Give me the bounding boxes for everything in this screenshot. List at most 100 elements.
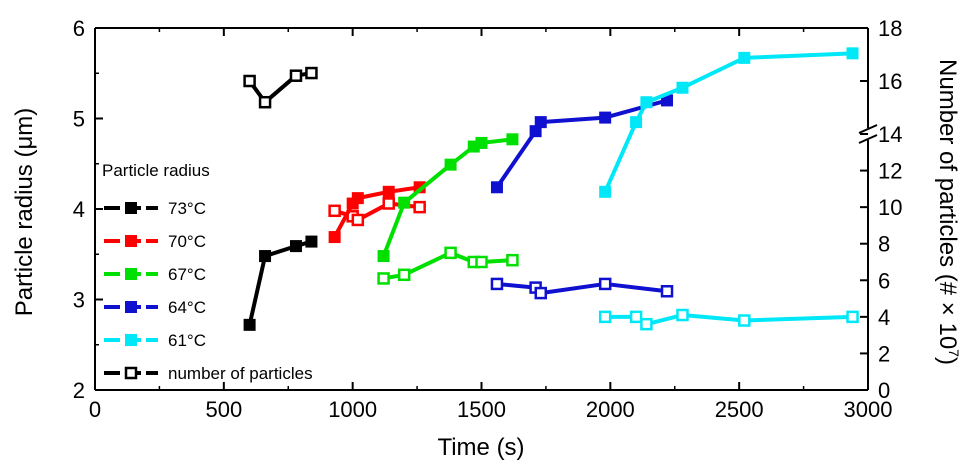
- legend-label: 64°C: [168, 298, 206, 317]
- series-layer: [243, 47, 859, 331]
- radius-data-point: [738, 51, 751, 64]
- particle-count-series-0: [243, 66, 318, 109]
- particle-count-data-point: [598, 277, 612, 291]
- y-tick-label: 4: [73, 197, 85, 222]
- radius-data-point: [529, 125, 542, 138]
- legend-label: 73°C: [168, 199, 206, 218]
- particle-count-data-point: [289, 69, 303, 82]
- y2-tick-label: 16: [878, 69, 902, 94]
- legend-swatch-marker: [125, 301, 137, 313]
- radius-data-point: [630, 116, 643, 129]
- radius-series-line: [247, 239, 313, 326]
- legend: Particle radius 73°C 70°C 67°C 64°C 61°C numbe…: [102, 161, 313, 383]
- particle-count-data-point: [444, 246, 457, 260]
- radius-data-point: [676, 81, 689, 94]
- particle-count-data-point: [534, 286, 548, 300]
- radius-data-point: [328, 231, 341, 244]
- radius-data-point: [599, 185, 612, 198]
- y2-tick-label: 6: [878, 268, 890, 293]
- particle-count-data-point: [475, 255, 488, 269]
- radius-series-2: [377, 133, 519, 263]
- y2-tick-label: 8: [878, 232, 890, 257]
- radius-series-line: [332, 185, 420, 239]
- particle-count-data-point: [846, 310, 859, 324]
- radius-data-point: [640, 96, 653, 109]
- y2-axis-break-mark: [858, 124, 878, 134]
- x-tick-label: 1000: [328, 397, 377, 422]
- radius-data-point: [351, 192, 364, 205]
- legend-swatch-marker: [125, 334, 137, 346]
- radius-data-point: [444, 158, 457, 171]
- particle-count-data-point: [640, 317, 653, 331]
- legend-label: 70°C: [168, 232, 206, 251]
- radius-data-point: [382, 185, 395, 198]
- particle-count-data-point: [397, 268, 411, 282]
- radius-series-3: [490, 94, 674, 194]
- radius-data-point: [534, 116, 547, 129]
- particle-count-series-2: [377, 246, 519, 285]
- x-tick-label: 2000: [586, 397, 635, 422]
- y-tick-label: 6: [73, 16, 85, 41]
- legend-item: 73°C: [104, 199, 206, 218]
- y2-tick-label: 10: [878, 195, 902, 220]
- legend-label: number of particles: [168, 364, 313, 383]
- y-axis-title: Particle radius (μm): [11, 108, 38, 317]
- y2-tick-label: 18: [878, 16, 902, 41]
- particle-count-data-point: [676, 308, 689, 322]
- legend-item: number of particles: [104, 364, 313, 383]
- x-axis-title: Time (s): [437, 434, 524, 461]
- radius-series-4: [599, 47, 859, 198]
- tick-labels: 0 500 1000 1500 2000 2500 30002345602468101214…: [73, 16, 903, 422]
- legend-label: 61°C: [168, 331, 206, 350]
- particle-count-data-point: [598, 310, 612, 324]
- legend-title: Particle radius: [102, 161, 210, 180]
- radius-data-point: [661, 94, 674, 107]
- particle-count-data-point: [258, 95, 272, 109]
- particle-count-data-point: [382, 197, 395, 210]
- particle-count-series-line: [496, 281, 668, 296]
- particle-count-series-line: [247, 71, 312, 105]
- radius-series-line: [603, 51, 853, 193]
- y-tick-label: 2: [73, 378, 85, 403]
- particle-count-series-4: [598, 308, 859, 331]
- radius-data-point: [506, 133, 519, 146]
- radius-data-point: [377, 250, 390, 263]
- x-tick-label: 500: [205, 397, 242, 422]
- legend-swatch-marker: [125, 202, 137, 214]
- particle-count-data-point: [328, 204, 341, 218]
- y2-tick-label: 2: [878, 341, 890, 366]
- radius-data-point: [289, 240, 302, 253]
- y2-axis-title-main: Number of particles (# × 10: [934, 59, 961, 349]
- x-tick-label: 3000: [844, 397, 893, 422]
- x-tick-label: 1500: [457, 397, 506, 422]
- radius-data-point: [398, 196, 411, 209]
- radius-data-point: [243, 318, 256, 331]
- y2-axis-title: Number of particles (# × 107): [934, 59, 962, 365]
- y2-axis-break-mark: [858, 134, 878, 144]
- axis-ticks: [94, 27, 869, 391]
- particle-count-data-point: [660, 285, 674, 298]
- legend-label: 67°C: [168, 265, 206, 284]
- y2-axis-title-close: ): [934, 357, 961, 365]
- particle-count-data-point: [738, 314, 751, 327]
- particle-count-data-point: [413, 200, 426, 214]
- legend-swatch-marker: [125, 268, 137, 280]
- radius-data-point: [305, 235, 318, 248]
- legend-item: 61°C: [104, 331, 206, 350]
- legend-item: 64°C: [104, 298, 206, 317]
- particle-count-data-point: [243, 74, 256, 88]
- y-tick-label: 3: [73, 288, 85, 313]
- y2-axis-title-exponent: 7: [946, 349, 962, 357]
- y2-tick-label: 4: [878, 305, 890, 330]
- legend-swatch-marker: [125, 235, 137, 247]
- particle-count-data-point: [305, 66, 318, 80]
- particle-count-data-point: [490, 277, 504, 291]
- particle-count-data-point: [629, 310, 643, 324]
- radius-series-1: [328, 181, 426, 244]
- radius-data-point: [846, 47, 859, 60]
- plot-frame: [94, 27, 878, 391]
- y2-tick-label: 14: [878, 122, 902, 147]
- particle-count-series-3: [490, 277, 674, 300]
- y2-tick-label: 0: [878, 378, 890, 403]
